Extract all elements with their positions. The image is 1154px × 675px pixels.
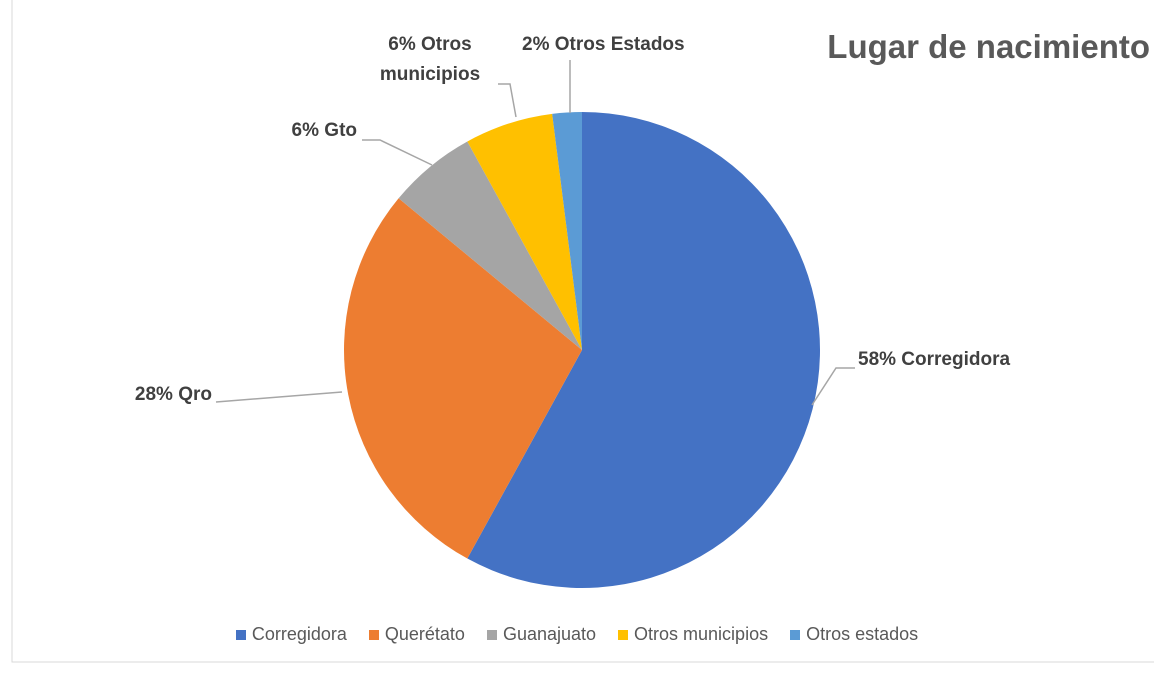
legend-item: Corregidora [235,624,347,645]
legend-swatch [235,629,246,640]
pie-slice [398,141,582,350]
legend-item: Querétato [368,624,465,645]
leader-line [811,367,855,406]
pie-slice [552,112,582,350]
chart-border [11,0,1154,663]
data-label: 6% Otros municipios [379,34,481,85]
leader-line [498,83,517,118]
leader-line [362,139,433,166]
legend: Corregidora Querétato Guanajuato Otros muni… [0,624,1154,645]
leader-line [215,391,343,403]
leader-lines [215,60,855,406]
pie-slice [343,198,582,559]
legend-swatch [790,629,801,640]
legend-item: Guanajuato [486,624,597,645]
data-label: 28% Qro [134,384,212,405]
data-label: 58% Corregidora [858,349,1011,370]
legend-label: Corregidora [251,624,347,644]
data-label: 6% Gto [291,120,357,141]
legend-item: Otros estados [790,624,918,645]
chart-title: Lugar de nacimiento [827,28,1150,65]
legend-swatch [368,629,379,640]
legend-label: Guanajuato [502,624,597,644]
legend-item: Otros municipios [618,624,768,645]
legend-label: Otros municipios [634,624,769,644]
legend-swatch [618,629,629,640]
legend-label: Otros estados [806,624,919,644]
pie-slice [467,112,820,588]
pie-slice [467,113,582,350]
legend-label: Querétato [384,624,465,644]
pie [343,112,820,588]
legend-swatch [486,629,497,640]
data-label: 2% Otros Estados [522,34,685,55]
